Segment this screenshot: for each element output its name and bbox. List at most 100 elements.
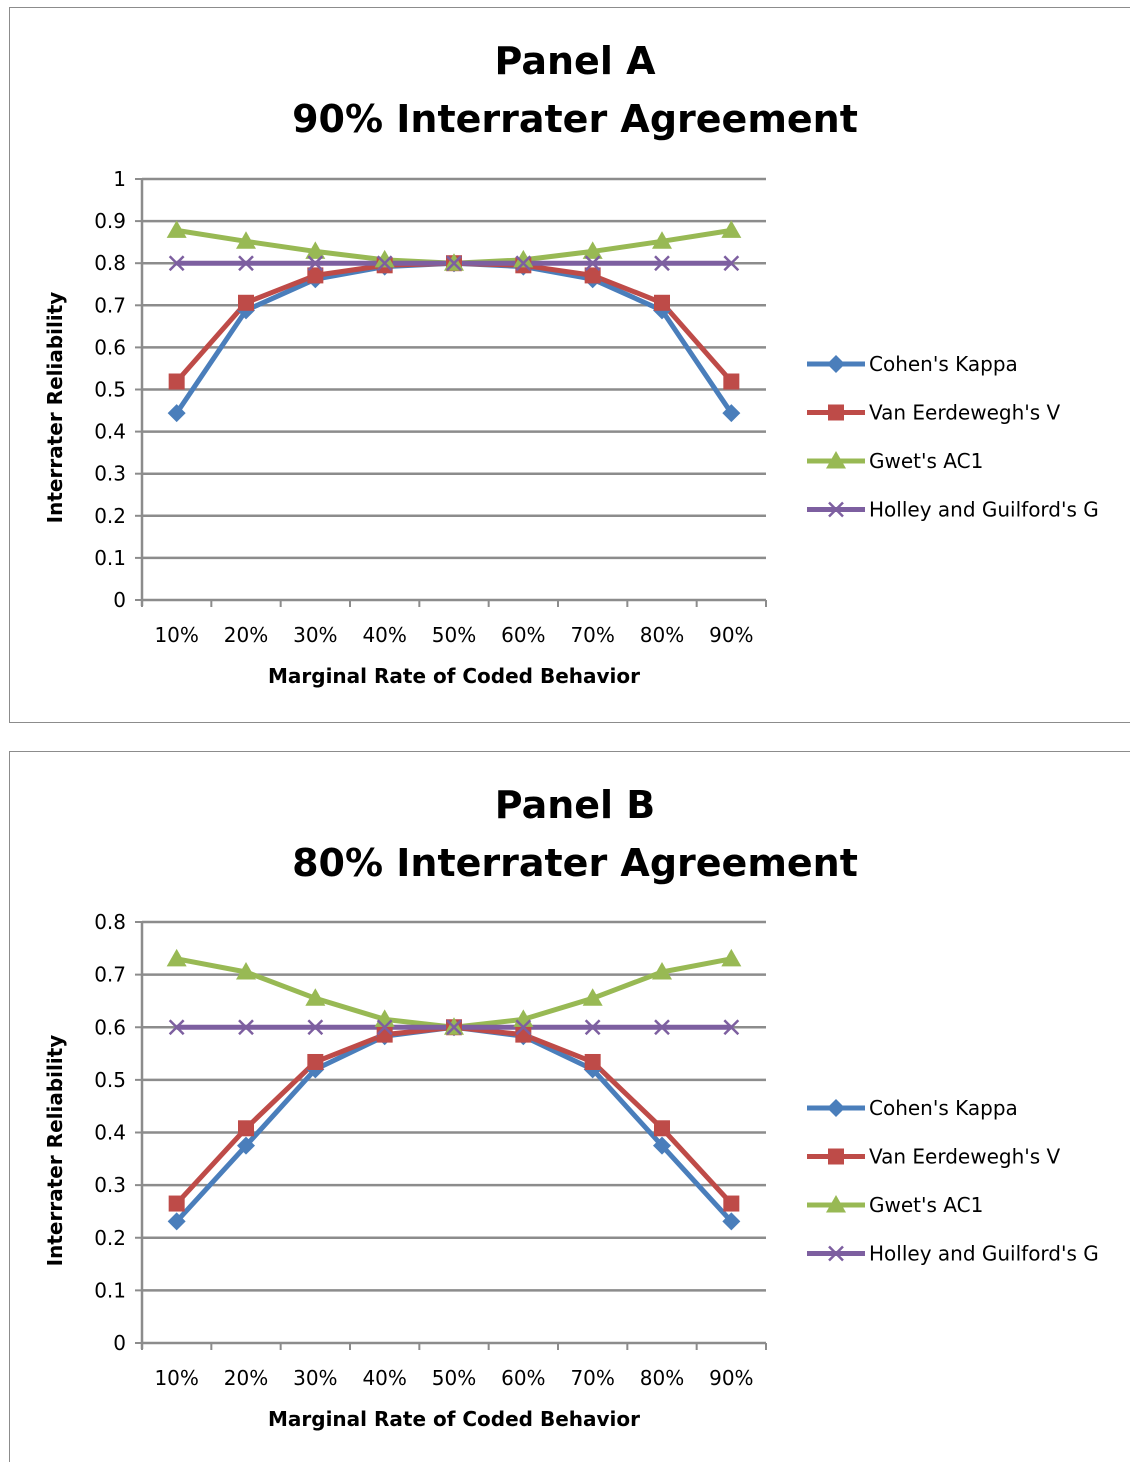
panel-b-subtitle: 80% Interrater Agreement bbox=[292, 841, 858, 885]
panel-a-chart: Panel A 90% Interrater Agreement 0 0.1 0.2 0.… bbox=[9, 7, 1130, 723]
panel-b-point-holley-and-guilford-s-g bbox=[446, 1019, 462, 1036]
panel-a-point-gwet-s-ac1 bbox=[721, 220, 742, 238]
panel-a-point-holley-and-guilford-s-g bbox=[238, 255, 254, 272]
panel-a-point-gwet-s-ac1 bbox=[652, 231, 672, 249]
panel-a-x-tick-label: 90% bbox=[709, 623, 753, 647]
panel-b-x-tick-label: 10% bbox=[154, 1366, 198, 1390]
panel-b-point-cohen-s-kappa bbox=[167, 1212, 186, 1231]
panel-b-title: Panel B bbox=[495, 783, 656, 827]
panel-a-y-tick-label: 0.4 bbox=[94, 420, 126, 444]
panel-a-series-line-van-eerdewegh-s-v bbox=[174, 260, 734, 384]
panel-a-point-holley-and-guilford-s-g bbox=[376, 255, 393, 272]
panel-a-x-tick-label: 30% bbox=[293, 623, 337, 647]
panel-a-x-tick-label: 80% bbox=[640, 623, 684, 647]
panel-b-legend-marker-cohen-s-kappa bbox=[827, 1099, 845, 1117]
panel-b-point-cohen-s-kappa bbox=[237, 1136, 255, 1155]
panel-b-x-tick-label: 20% bbox=[224, 1366, 268, 1390]
panel-b-legend-marker-van-eerdewegh-s-v bbox=[828, 1148, 844, 1165]
panel-a-point-van-eerdewegh-s-v bbox=[168, 373, 185, 390]
panel-b-x-tick-label: 70% bbox=[570, 1366, 614, 1390]
panel-a-point-van-eerdewegh-s-v bbox=[654, 294, 670, 311]
panel-a-point-cohen-s-kappa bbox=[722, 404, 741, 423]
panel-b-x-tick-label: 30% bbox=[293, 1366, 337, 1390]
panel-b-point-gwet-s-ac1 bbox=[166, 948, 187, 967]
panel-b-series-line-gwet-s-ac1 bbox=[176, 956, 732, 1030]
panel-b-point-gwet-s-ac1 bbox=[721, 948, 742, 967]
panel-b-point-gwet-s-ac1 bbox=[305, 988, 326, 1006]
panel-b-x-tick-label: 40% bbox=[362, 1366, 406, 1390]
panel-b-legend-label-holley-and-guilford-s-g: Holley and Guilford's G bbox=[869, 1242, 1099, 1266]
panel-a-y-tick-label: 0.8 bbox=[94, 251, 126, 275]
panel-b-point-holley-and-guilford-s-g bbox=[376, 1019, 393, 1036]
panel-b-point-van-eerdewegh-s-v bbox=[307, 1053, 324, 1070]
panel-a-legend-marker-holley-and-guilford-s-g bbox=[828, 501, 844, 518]
panel-a-point-gwet-s-ac1 bbox=[374, 249, 395, 268]
panel-b-point-holley-and-guilford-s-g bbox=[723, 1019, 740, 1036]
panel-a-point-van-eerdewegh-s-v bbox=[238, 294, 254, 311]
panel-a-x-tick-label: 20% bbox=[224, 623, 268, 647]
panel-b-point-cohen-s-kappa bbox=[722, 1212, 741, 1231]
panel-b-point-van-eerdewegh-s-v bbox=[238, 1120, 254, 1137]
panel-a-y-tick-label: 0.1 bbox=[94, 546, 126, 570]
panel-b-point-holley-and-guilford-s-g bbox=[515, 1019, 532, 1036]
panel-a-point-holley-and-guilford-s-g bbox=[584, 255, 601, 272]
panel-b-legend-label-van-eerdewegh-s-v: Van Eerdewegh's V bbox=[869, 1145, 1061, 1169]
panel-b-chart: Panel B 80% Interrater Agreement 0 0.1 0.2 0.… bbox=[9, 751, 1130, 1462]
panel-b-point-holley-and-guilford-s-g bbox=[168, 1019, 185, 1036]
panel-b-y-tick-label: 0.6 bbox=[94, 1015, 126, 1039]
panel-b-point-holley-and-guilford-s-g bbox=[238, 1019, 254, 1036]
panel-a-point-cohen-s-kappa bbox=[167, 404, 186, 423]
panel-b-legend-label-gwet-s-ac1: Gwet's AC1 bbox=[869, 1193, 983, 1217]
panel-a-point-gwet-s-ac1 bbox=[166, 220, 187, 238]
panel-b-point-gwet-s-ac1 bbox=[652, 961, 672, 980]
panel-a-point-gwet-s-ac1 bbox=[513, 249, 534, 268]
panel-a-y-axis-label: Interrater Reliability bbox=[43, 292, 67, 524]
panel-a-legend-marker-van-eerdewegh-s-v bbox=[828, 404, 844, 421]
panel-a-point-holley-and-guilford-s-g bbox=[307, 255, 324, 272]
panel-a-point-van-eerdewegh-s-v bbox=[307, 267, 324, 284]
panel-a-point-gwet-s-ac1 bbox=[582, 241, 603, 259]
panel-a-y-tick-label: 0.5 bbox=[94, 378, 126, 402]
panel-a-point-gwet-s-ac1 bbox=[305, 241, 326, 259]
panel-b-y-tick-label: 0.2 bbox=[94, 1226, 126, 1250]
panel-b-point-holley-and-guilford-s-g bbox=[307, 1019, 324, 1036]
panel-b-y-tick-label: 0.7 bbox=[94, 963, 126, 987]
panel-b-x-axis-label: Marginal Rate of Coded Behavior bbox=[268, 1407, 640, 1431]
panel-b-point-van-eerdewegh-s-v bbox=[654, 1120, 670, 1137]
panel-b-y-tick-label: 0.8 bbox=[94, 910, 126, 934]
panel-b-y-tick-label: 0 bbox=[113, 1331, 126, 1355]
panel-b-point-cohen-s-kappa bbox=[653, 1136, 671, 1155]
panel-b-series-line-van-eerdewegh-s-v bbox=[174, 1024, 734, 1206]
panel-b-point-gwet-s-ac1 bbox=[236, 961, 256, 980]
panel-b-y-tick-label: 0.1 bbox=[94, 1278, 126, 1302]
panel-a-y-tick-label: 0.3 bbox=[94, 462, 126, 486]
panel-a-legend-label-holley-and-guilford-s-g: Holley and Guilford's G bbox=[869, 498, 1099, 522]
panel-b-point-gwet-s-ac1 bbox=[582, 988, 603, 1006]
panel-a-y-tick-label: 0 bbox=[113, 588, 126, 612]
panel-b-x-tick-label: 60% bbox=[501, 1366, 545, 1390]
panel-a-point-gwet-s-ac1 bbox=[236, 231, 256, 249]
panel-a-x-tick-label: 60% bbox=[501, 623, 545, 647]
panel-a-point-holley-and-guilford-s-g bbox=[446, 255, 462, 272]
panel-b-y-tick-label: 0.3 bbox=[94, 1173, 126, 1197]
panel-a-point-holley-and-guilford-s-g bbox=[723, 255, 740, 272]
panel-a-svg: Panel A 90% Interrater Agreement 0 0.1 0.2 0.… bbox=[43, 39, 1099, 688]
panel-b-series-line-cohen-s-kappa bbox=[174, 1024, 734, 1224]
panel-a-x-tick-label: 70% bbox=[570, 623, 614, 647]
panel-b-y-axis-label: Interrater Reliability bbox=[43, 1035, 67, 1267]
panel-b-x-tick-label: 80% bbox=[640, 1366, 684, 1390]
panel-a-point-van-eerdewegh-s-v bbox=[723, 373, 740, 390]
panel-b-point-holley-and-guilford-s-g bbox=[584, 1019, 601, 1036]
panel-a-x-tick-label: 40% bbox=[362, 623, 406, 647]
panel-b-legend-marker-gwet-s-ac1 bbox=[826, 1195, 846, 1213]
panel-a-point-holley-and-guilford-s-g bbox=[515, 255, 532, 272]
panel-a-y-tick-label: 0.9 bbox=[94, 209, 126, 233]
panel-b-x-tick-label: 90% bbox=[709, 1366, 753, 1390]
panel-a-title: Panel A bbox=[495, 39, 657, 83]
panel-b-y-tick-label: 0.5 bbox=[94, 1068, 126, 1092]
panel-b-point-van-eerdewegh-s-v bbox=[168, 1195, 185, 1212]
panel-b-point-van-eerdewegh-s-v bbox=[723, 1195, 740, 1212]
panel-b-legend-label-cohen-s-kappa: Cohen's Kappa bbox=[869, 1096, 1018, 1120]
panel-a-y-tick-label: 1 bbox=[113, 167, 126, 191]
panel-a-x-axis-label: Marginal Rate of Coded Behavior bbox=[268, 664, 640, 688]
